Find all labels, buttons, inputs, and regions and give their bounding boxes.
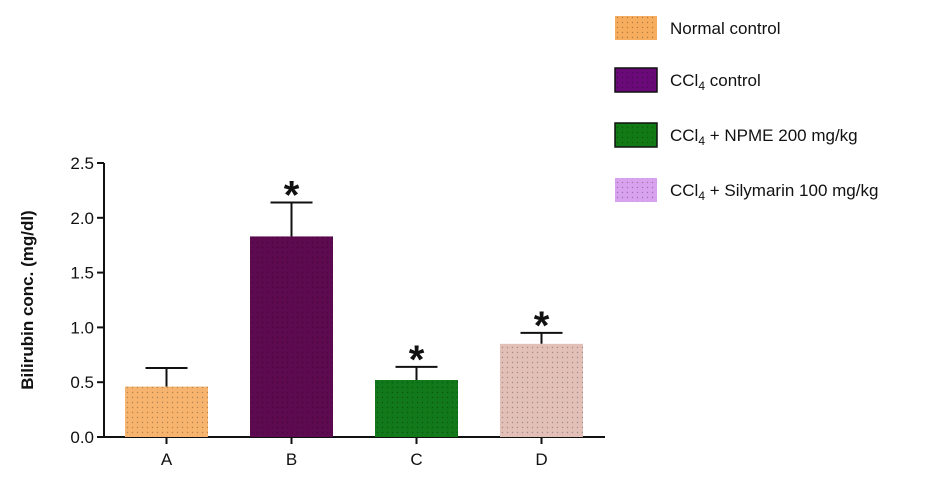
x-tick-label: A [161,450,173,469]
legend-label: CCl4 + NPME 200 mg/kg [670,126,858,148]
significance-marker: * [534,304,550,348]
x-tick-label: D [535,450,547,469]
y-tick-label: 2.0 [70,209,94,228]
x-tick-label: B [286,450,297,469]
y-tick-label: 0.0 [70,428,94,447]
legend-swatch-pattern [615,68,657,92]
legend-label: CCl4 control [670,71,761,93]
y-tick-label: 0.5 [70,373,94,392]
bar-pattern [250,236,333,437]
legend-label: Normal control [670,19,781,38]
bar-pattern [500,343,583,437]
legend-label: CCl4 + Silymarin 100 mg/kg [670,181,878,203]
legend-swatch-pattern [615,16,657,40]
y-tick-label: 2.5 [70,154,94,173]
legend-swatch-pattern [615,123,657,147]
significance-marker: * [284,173,300,217]
significance-marker: * [409,338,425,382]
y-axis-label: Bilirubin conc. (mg/dl) [18,210,37,389]
x-tick-label: C [410,450,422,469]
legend-swatch-pattern [615,178,657,202]
y-tick-label: 1.5 [70,264,94,283]
bar-pattern [125,386,208,437]
y-tick-label: 1.0 [70,318,94,337]
bar-pattern [375,380,458,437]
